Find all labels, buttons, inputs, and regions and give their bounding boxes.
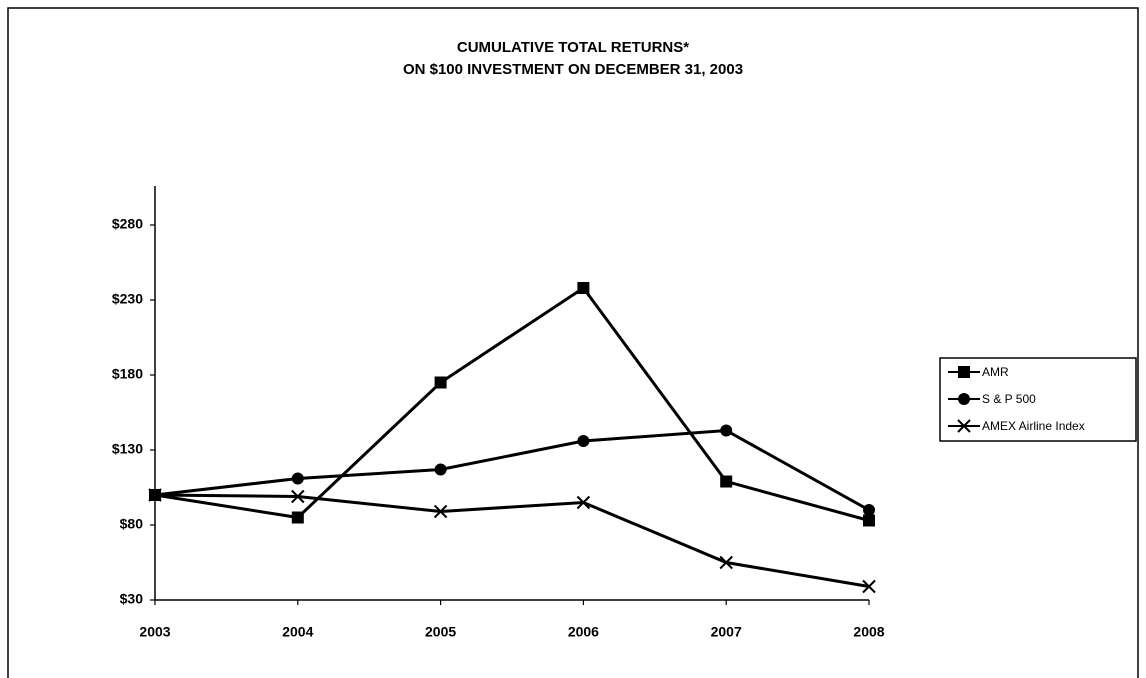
data-point: [291, 472, 304, 485]
x-tick-label: 2005: [425, 624, 456, 640]
data-point: [720, 424, 733, 437]
series-line: [154, 285, 870, 522]
chart-frame: [7, 7, 1139, 678]
legend-label: AMEX Airline Index: [982, 419, 1085, 433]
y-tick-label: $130: [112, 441, 143, 457]
data-point: [577, 282, 590, 294]
data-point: [863, 504, 875, 516]
y-tick-label: $180: [112, 366, 143, 382]
x-tick-label: 2003: [139, 624, 170, 640]
data-point: [148, 488, 162, 502]
y-tick-label: $230: [112, 291, 143, 307]
y-tick-label: $80: [120, 516, 144, 532]
series-line: [154, 428, 870, 512]
x-tick-label: 2007: [711, 624, 742, 640]
legend-marker: [957, 419, 971, 433]
legend-marker: [958, 366, 970, 378]
data-point: [719, 555, 733, 570]
data-point: [434, 463, 447, 476]
legend-label: AMR: [982, 365, 1009, 379]
data-point: [576, 495, 591, 510]
data-point: [291, 489, 305, 504]
data-point: [433, 504, 448, 519]
data-point: [720, 475, 733, 488]
legend-marker: [958, 393, 970, 405]
y-tick-label: $280: [112, 216, 143, 232]
chart-subtitle: ON $100 INVESTMENT ON DECEMBER 31, 2003: [403, 61, 743, 78]
y-tick-label: $30: [120, 591, 144, 607]
x-tick-label: 2008: [853, 624, 884, 640]
data-point: [577, 435, 590, 447]
series-line: [154, 493, 870, 588]
data-point: [434, 376, 447, 389]
x-tick-label: 2004: [282, 624, 313, 640]
legend-label: S & P 500: [982, 392, 1036, 406]
data-point: [291, 511, 304, 524]
chart-title: CUMULATIVE TOTAL RETURNS*: [457, 39, 689, 56]
data-point: [863, 514, 875, 527]
data-point: [862, 579, 876, 594]
x-tick-label: 2006: [568, 624, 599, 640]
